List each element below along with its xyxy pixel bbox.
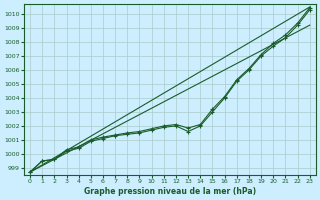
X-axis label: Graphe pression niveau de la mer (hPa): Graphe pression niveau de la mer (hPa) xyxy=(84,187,256,196)
